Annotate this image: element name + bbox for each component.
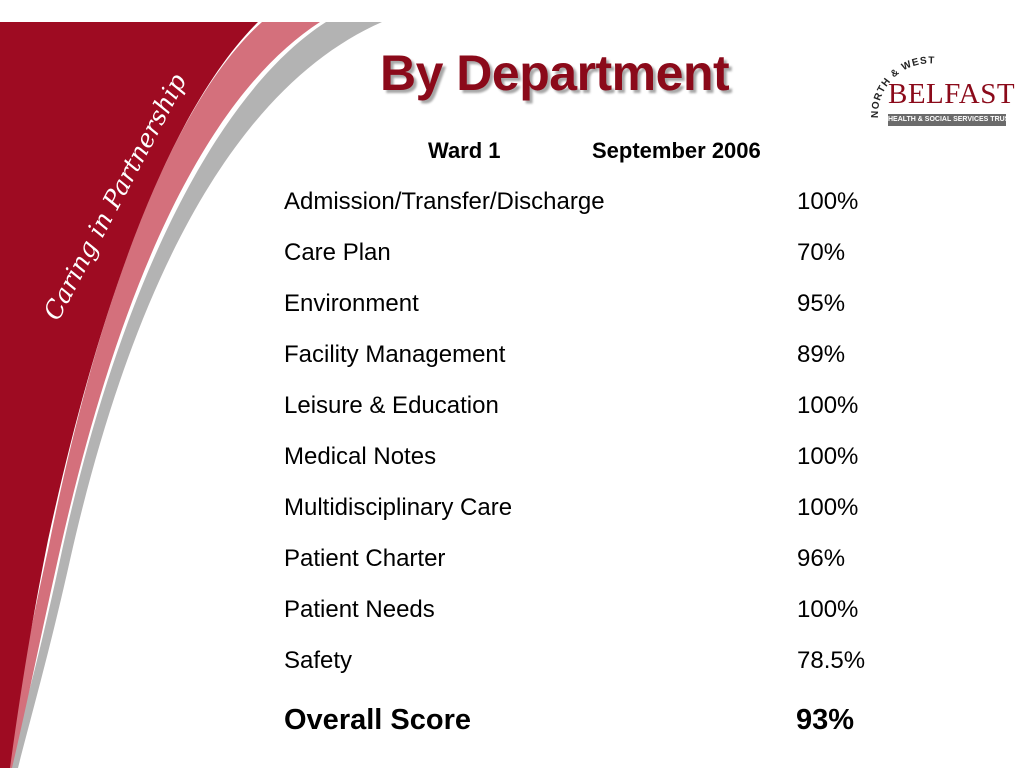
table-row: Facility Management 89% [284,329,924,380]
department-score: 100% [797,443,859,470]
red-swoosh [0,22,258,768]
table-row: Leisure & Education 100% [284,380,924,431]
table-row: Patient Needs 100% [284,584,924,635]
department-score: 100% [797,188,859,215]
department-score: 100% [797,596,859,623]
department-score: 78.5% [797,647,866,674]
department-label: Environment [284,290,419,317]
overall-score-value: 93% [796,704,855,736]
department-score: 89% [797,341,846,368]
page-title: By Department [380,45,730,101]
ward-heading: Ward 1 [428,138,501,163]
table-row: Safety 78.5% [284,635,924,686]
department-label: Medical Notes [284,443,437,470]
department-score: 100% [797,494,859,521]
side-banner: Caring in Partnership [0,22,382,768]
table-row: Patient Charter 96% [284,533,924,584]
department-score: 96% [797,545,846,572]
department-label: Multidisciplinary Care [284,494,513,521]
period-heading: September 2006 [592,138,761,163]
department-label: Care Plan [284,239,391,266]
department-score: 70% [797,239,846,266]
department-score: 100% [797,392,859,419]
logo-name: BELFAST [888,78,1016,110]
table-row: Admission/Transfer/Discharge 100% [284,176,924,227]
table-row: Multidisciplinary Care 100% [284,482,924,533]
logo-subtitle: HEALTH & SOCIAL SERVICES TRUST [888,114,1006,126]
trust-logo: NORTH & WEST BELFAST HEALTH & SOCIAL SER… [858,48,1018,132]
table-row: Care Plan 70% [284,227,924,278]
department-label: Facility Management [284,341,506,368]
overall-score-label: Overall Score [284,704,471,736]
department-label: Leisure & Education [284,392,499,419]
department-label: Safety [284,647,353,674]
department-label: Admission/Transfer/Discharge [284,188,605,215]
logo-emblem: NORTH & WEST [870,55,935,118]
table-row: Environment 95% [284,278,924,329]
department-label: Patient Needs [284,596,435,623]
department-label: Patient Charter [284,545,446,572]
score-table: Admission/Transfer/Discharge 100% Care P… [284,176,924,686]
table-row: Medical Notes 100% [284,431,924,482]
department-score: 95% [797,290,846,317]
